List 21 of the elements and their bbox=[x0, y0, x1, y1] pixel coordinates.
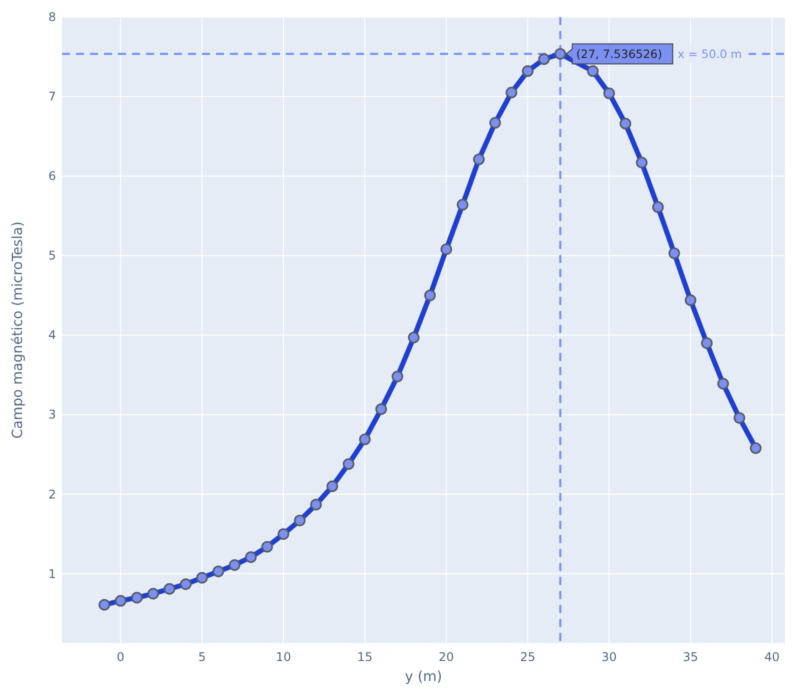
y-tick-label: 4 bbox=[48, 328, 56, 342]
x-tick-label: 0 bbox=[116, 650, 124, 664]
x-tick-label: 10 bbox=[276, 650, 292, 664]
y-tick-label: 5 bbox=[48, 248, 56, 263]
x-tick-label: 20 bbox=[438, 650, 454, 664]
x-tick-label: 15 bbox=[357, 650, 373, 664]
x-tick-label: 5 bbox=[198, 650, 206, 664]
y-axis-title: Campo magnético (microTesla) bbox=[10, 221, 26, 439]
x-tick-label: 35 bbox=[682, 650, 698, 664]
annotation: (27, 7.536526) bbox=[576, 46, 662, 61]
x-tick-label: 30 bbox=[601, 650, 617, 664]
x-tick-label: 40 bbox=[764, 650, 780, 664]
y-tick-label: 6 bbox=[48, 169, 56, 184]
text: x = 50.0 m bbox=[678, 46, 742, 61]
x-tick-label: 25 bbox=[520, 650, 536, 664]
y-tick-label: 3 bbox=[48, 408, 56, 422]
y-tick-label: 7 bbox=[48, 90, 56, 104]
y-tick-label: 2 bbox=[48, 487, 56, 502]
x-axis-title: y (m) bbox=[404, 669, 442, 685]
y-tick-label: 8 bbox=[48, 10, 56, 24]
y-tick-label: 1 bbox=[48, 566, 56, 581]
